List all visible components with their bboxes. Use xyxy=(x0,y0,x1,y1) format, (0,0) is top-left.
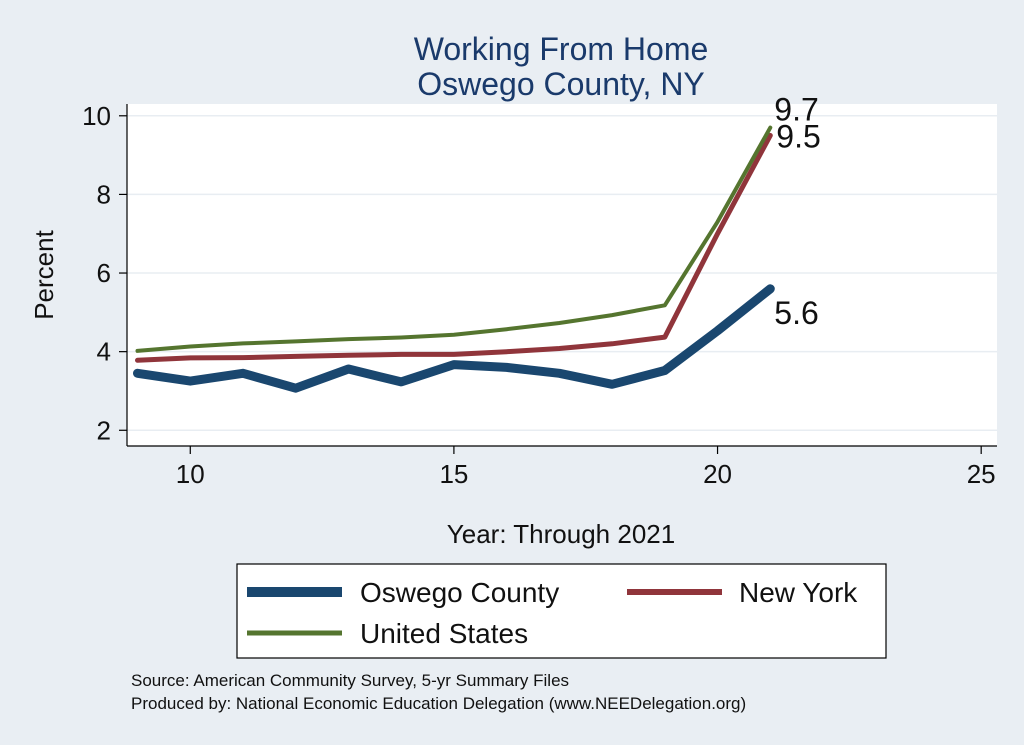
series-line-oswego-county xyxy=(133,284,775,393)
legend-label-oswego-county: Oswego County xyxy=(360,577,559,608)
y-tick-label-0: 2 xyxy=(97,415,111,445)
x-tick-label-3: 25 xyxy=(967,459,996,489)
end-label-new-york: 9.5 xyxy=(776,118,820,154)
y-tick-label-3: 8 xyxy=(97,179,111,209)
grid-layer xyxy=(127,115,997,432)
legend: Oswego County New York United States xyxy=(236,563,887,659)
series-layer xyxy=(133,125,775,393)
legend-label-new-york: New York xyxy=(739,577,858,608)
tick-layer: 2 4 6 8 10 10 15 20 25 xyxy=(82,101,996,489)
x-tick-label-2: 20 xyxy=(703,459,732,489)
y-axis-title: Percent xyxy=(29,229,59,319)
label-layer: 5.6 9.59.7 xyxy=(774,92,820,331)
x-tick-label-1: 15 xyxy=(439,459,468,489)
legend-label-united-states: United States xyxy=(360,618,528,649)
x-axis-title: Year: Through 2021 xyxy=(447,519,675,549)
y-tick-label-4: 10 xyxy=(82,101,111,131)
series-line-united-states xyxy=(135,125,773,353)
end-label-united-states: 9.7 xyxy=(774,92,818,128)
x-tick-label-0: 10 xyxy=(176,459,205,489)
y-tick-label-1: 4 xyxy=(97,337,111,367)
series-line-new-york xyxy=(135,132,773,363)
source-note: Source: American Community Survey, 5-yr … xyxy=(131,671,569,690)
chart-title-line-1: Working From Home xyxy=(414,31,709,67)
y-tick-label-2: 6 xyxy=(97,258,111,288)
end-label-oswego-county: 5.6 xyxy=(774,295,818,331)
plot-area xyxy=(127,104,997,446)
producer-note: Produced by: National Economic Education… xyxy=(131,694,746,713)
legend-box xyxy=(236,563,887,659)
chart-title-line-2: Oswego County, NY xyxy=(417,66,705,102)
